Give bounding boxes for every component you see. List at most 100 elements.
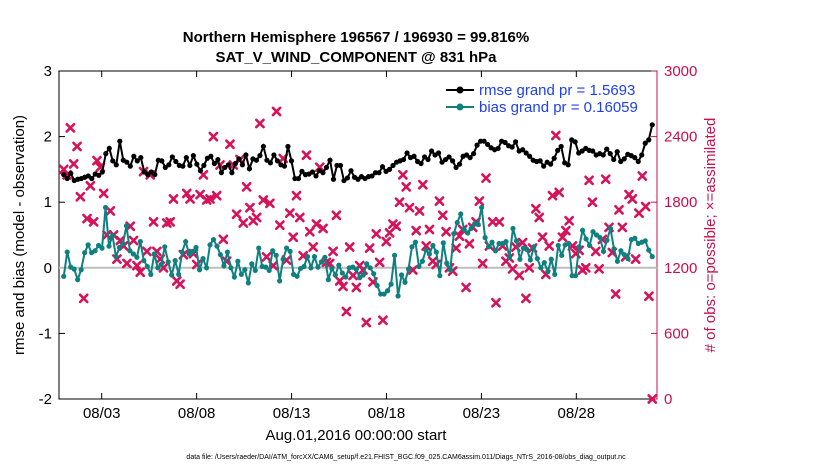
bias-point — [461, 227, 467, 233]
obs-point — [364, 243, 375, 254]
rmse-point — [320, 170, 326, 176]
bias-point — [64, 249, 70, 255]
bias-point — [402, 279, 408, 285]
obs-point — [181, 188, 192, 199]
bias-point — [343, 274, 349, 280]
obs-point — [481, 173, 491, 184]
bias-point — [193, 244, 199, 251]
bias-point — [109, 233, 116, 239]
rmse-point — [190, 153, 196, 159]
obs-point — [494, 216, 505, 227]
bias-point — [513, 238, 520, 244]
obs-point — [534, 212, 545, 223]
y-tick-label-left: 3 — [44, 63, 52, 80]
bias-point — [618, 248, 624, 254]
obs-point — [394, 197, 405, 208]
obs-point — [274, 220, 285, 231]
x-tick-label: 08/28 — [558, 405, 596, 422]
bias-point — [155, 265, 161, 271]
rmse-point — [449, 158, 456, 164]
obs-point — [411, 225, 422, 236]
obs-point — [627, 194, 638, 204]
obs-point — [614, 204, 624, 215]
obs-point — [304, 226, 315, 237]
rmse-point — [257, 153, 263, 159]
bias-point — [270, 248, 276, 254]
rmse-point — [527, 153, 533, 159]
obs-point — [72, 141, 82, 152]
rmse-point — [467, 154, 473, 161]
legend-rmse-marker — [456, 86, 464, 94]
bias-point — [510, 225, 516, 232]
rmse-point — [621, 156, 627, 162]
bias-point — [541, 259, 547, 266]
obs-point — [348, 270, 358, 281]
obs-point — [414, 206, 425, 216]
bias-point — [576, 244, 582, 250]
rmse-point — [61, 172, 67, 178]
obs-point — [371, 229, 382, 239]
bias-point — [263, 264, 269, 270]
obs-point — [341, 306, 352, 317]
obs-point — [218, 234, 229, 245]
bias-point — [632, 235, 638, 241]
rmse-point — [260, 143, 267, 150]
bias-point — [249, 261, 255, 267]
obs-point — [334, 276, 345, 286]
rmse-point — [428, 148, 435, 154]
obs-point — [241, 181, 252, 192]
x-tick-label: 08/18 — [368, 405, 406, 422]
rmse-point — [485, 141, 491, 148]
rmse-point — [89, 175, 95, 182]
rmse-point — [271, 152, 277, 158]
rmse-point — [404, 150, 410, 156]
obs-point — [251, 212, 262, 223]
legend: rmse grand pr = 1.5693 bias grand pr = 0… — [446, 82, 638, 116]
rmse-point — [173, 158, 179, 165]
rmse-point — [614, 149, 620, 155]
x-tick-label: 08/08 — [178, 405, 216, 422]
bias-point — [210, 236, 217, 243]
obs-point — [68, 159, 79, 169]
bias-point — [430, 242, 436, 249]
bias-point — [106, 243, 112, 249]
bias-point — [374, 282, 380, 289]
obs-point — [318, 223, 328, 234]
rmse-point — [502, 139, 508, 146]
obs-point — [205, 194, 215, 204]
bias-point — [287, 248, 293, 254]
bias-point — [437, 273, 443, 279]
bias-point — [113, 254, 119, 260]
bias-point — [649, 254, 655, 260]
obs-point — [288, 232, 299, 243]
obs-point — [630, 254, 641, 264]
rmse-point — [604, 146, 610, 152]
bias-point — [395, 293, 401, 299]
y-axis-right-label: # of obs: o=possible; ×=assimilated — [702, 118, 719, 353]
obs-point — [544, 241, 555, 251]
y-tick-label-right: 1200 — [664, 260, 697, 277]
obs-point — [128, 235, 139, 246]
bias-point — [492, 248, 499, 254]
obs-point — [264, 198, 275, 209]
rmse-point — [572, 139, 578, 145]
bias-point — [552, 271, 558, 277]
obs-point — [374, 257, 385, 268]
obs-point — [584, 175, 594, 186]
bias-series — [61, 204, 655, 299]
obs-point — [600, 174, 611, 185]
rmse-point — [253, 157, 260, 163]
bias-point — [485, 244, 492, 250]
rmse-point — [548, 161, 554, 167]
bias-point — [116, 244, 123, 251]
bias-point — [364, 261, 370, 267]
bias-point — [465, 230, 471, 236]
rmse-point — [646, 137, 652, 143]
rmse-point — [232, 160, 238, 167]
obs-point — [294, 212, 305, 223]
bias-point — [277, 278, 283, 284]
obs-point — [434, 196, 445, 207]
bias-point — [130, 251, 136, 257]
bias-point — [183, 238, 189, 245]
obs-point — [75, 191, 86, 202]
